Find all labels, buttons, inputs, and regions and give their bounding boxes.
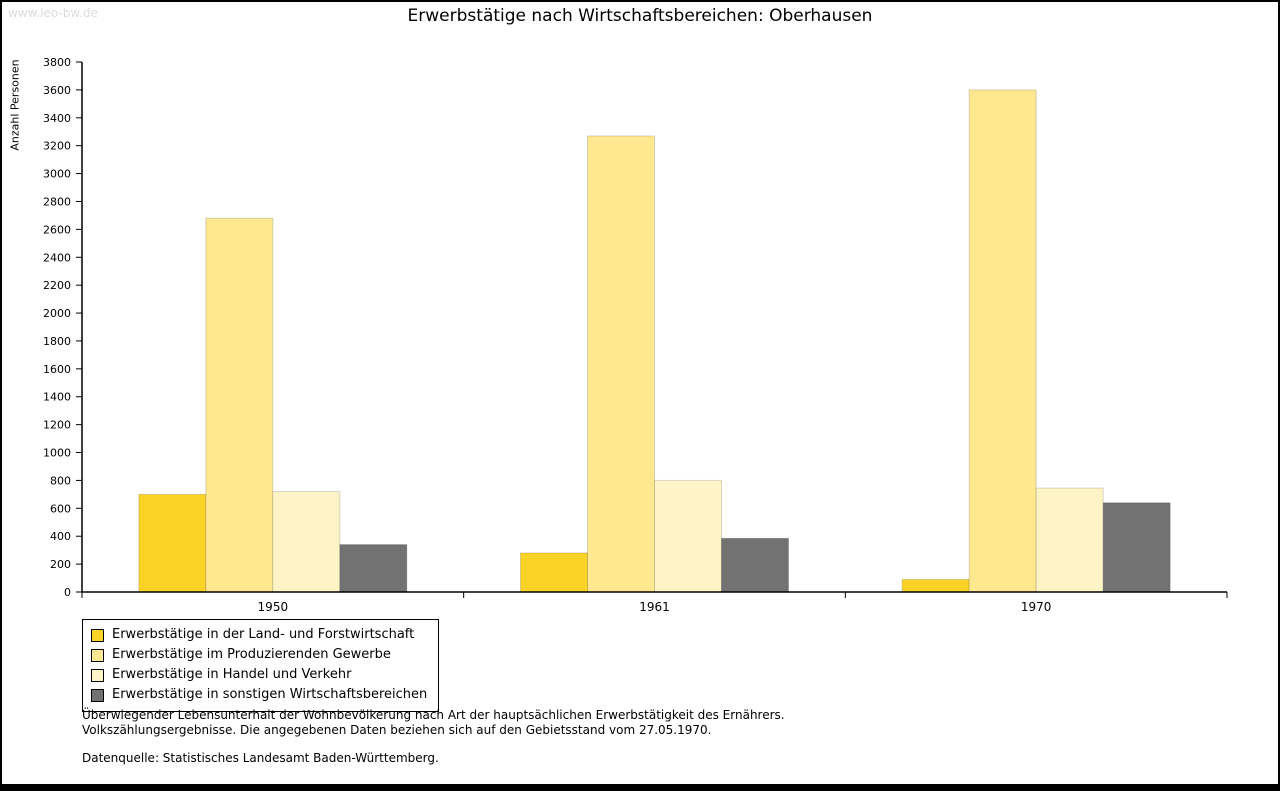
y-tick-label: 2600 — [43, 223, 71, 236]
bar-1970-series-3 — [1035, 487, 1104, 593]
footnotes: Überwiegender Lebensunterhalt der Wohnbe… — [82, 708, 785, 766]
bar-1970-series-2 — [968, 89, 1037, 593]
watermark: www.leo-bw.de — [8, 6, 98, 20]
legend-item-4: Erwerbstätige in sonstigen Wirtschaftsbe… — [91, 685, 427, 705]
y-tick-label: 2400 — [43, 251, 71, 264]
y-tick-label: 600 — [50, 502, 71, 515]
bar-1950-series-1 — [138, 493, 207, 593]
x-category-label: 1961 — [639, 600, 670, 614]
x-category-label: 1970 — [1021, 600, 1052, 614]
footnote-line-2: Volkszählungsergebnisse. Die angegebenen… — [82, 723, 712, 737]
bar-1961-series-3 — [654, 479, 722, 593]
y-tick-label: 3400 — [43, 112, 71, 125]
legend-label: Erwerbstätige im Produzierenden Gewerbe — [112, 647, 391, 662]
bar-1950-series-3 — [272, 491, 341, 593]
bar-chart: 0 200 400 600 800 1000 1200 1400 1600 1800 2000 220… — [43, 56, 1228, 614]
bar-1970-series-4 — [1102, 502, 1171, 593]
bar-1961-series-1 — [520, 552, 588, 593]
chart-title: Erwerbstätige nach Wirtschaftsbereichen:… — [407, 6, 873, 26]
legend-swatch — [91, 668, 104, 682]
bar-1970-series-1 — [901, 578, 970, 593]
y-tick-label: 1800 — [43, 335, 71, 348]
legend-label: Erwerbstätige in Handel und Verkehr — [112, 667, 352, 682]
y-tick-label: 400 — [50, 530, 71, 543]
y-tick-label: 200 — [50, 558, 71, 571]
legend-item-3: Erwerbstätige in Handel und Verkehr — [91, 665, 427, 685]
legend: Erwerbstätige in der Land- und Forstwirt… — [82, 619, 440, 712]
y-tick-label: 0 — [64, 586, 71, 599]
y-tick-label: 3800 — [43, 56, 71, 69]
y-tick-label: 3000 — [43, 168, 71, 181]
footnote-line-1: Überwiegender Lebensunterhalt der Wohnbe… — [82, 708, 785, 722]
legend-label: Erwerbstätige in sonstigen Wirtschaftsbe… — [112, 687, 428, 702]
y-tick-label: 3200 — [43, 140, 71, 153]
legend-swatch — [91, 688, 104, 702]
y-tick-label: 1200 — [43, 419, 71, 432]
legend-swatch — [91, 648, 104, 662]
x-category-label: 1950 — [258, 600, 289, 614]
y-tick-label: 1000 — [43, 447, 71, 460]
y-tick-label: 1400 — [43, 391, 71, 404]
bar-1950-series-2 — [205, 217, 274, 593]
bar-1961-series-2 — [587, 135, 655, 593]
y-tick-label: 3600 — [43, 84, 71, 97]
axes — [81, 62, 1227, 593]
bar-1961-series-4 — [721, 537, 789, 593]
bar-1950-series-4 — [339, 544, 408, 593]
legend-item-2: Erwerbstätige im Produzierenden Gewerbe — [91, 645, 427, 665]
y-tick-label: 2800 — [43, 195, 71, 208]
legend-label: Erwerbstätige in der Land- und Forstwirt… — [112, 627, 415, 642]
y-tick-label: 2000 — [43, 307, 71, 320]
y-tick-label: 2200 — [43, 279, 71, 292]
y-tick-label: 800 — [50, 474, 71, 487]
legend-swatch — [91, 628, 104, 642]
data-source: Datenquelle: Statistisches Landesamt Bad… — [82, 751, 439, 765]
y-tick-label: 1600 — [43, 363, 71, 376]
legend-item-1: Erwerbstätige in der Land- und Forstwirt… — [91, 625, 427, 645]
